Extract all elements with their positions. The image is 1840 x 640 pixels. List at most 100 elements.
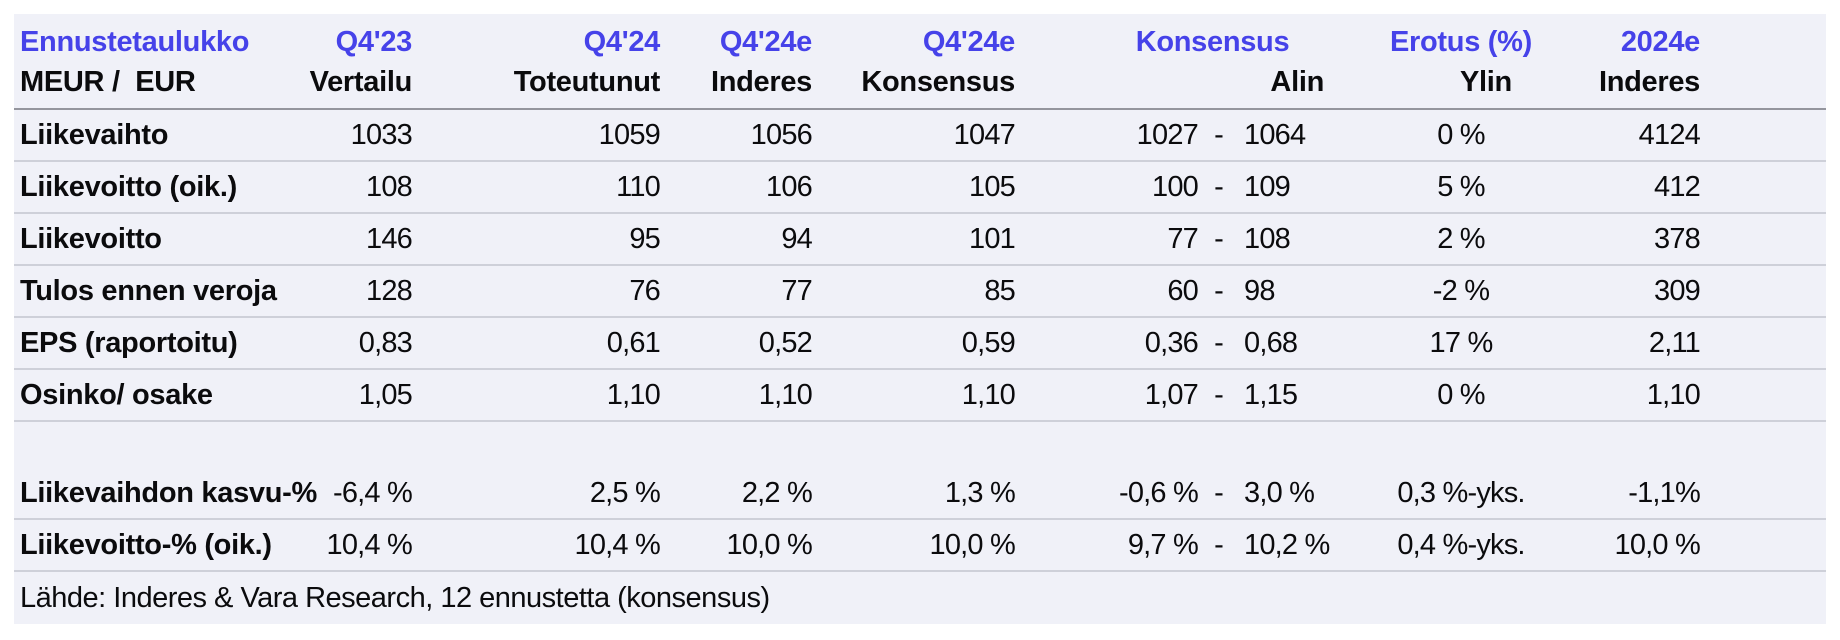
cell-toteutunut: 10,4 %: [574, 528, 661, 561]
cell-alin: 100: [1152, 170, 1199, 203]
cell-toteutunut: 76: [629, 274, 660, 307]
cell-alin: 77: [1167, 222, 1198, 255]
cell-vertailu: 146: [366, 222, 413, 255]
row-label: Liikevoitto-% (oik.): [20, 528, 272, 561]
row-label: Liikevaihto: [20, 118, 169, 151]
cell-vertailu: 0,83: [358, 326, 413, 359]
row-label: Osinko/ osake: [20, 378, 213, 411]
range-dash: -: [1214, 528, 1224, 561]
range-dash: -: [1214, 476, 1224, 509]
subheader-konsensus: Konsensus: [861, 65, 1015, 98]
cell-erotus: 0 %: [1437, 118, 1485, 151]
range-dash: -: [1214, 118, 1224, 151]
cell-konsensus: 10,0 %: [929, 528, 1016, 561]
row-label: EPS (raportoitu): [20, 326, 238, 359]
header-2024e: 2024e: [1620, 25, 1700, 58]
table-row-osinko: Osinko/ osake 1,05 1,10 1,10 1,10 1,07 -…: [14, 370, 1826, 422]
empty-spacer-row: [14, 422, 1826, 468]
cell-ylin: 98: [1244, 274, 1275, 307]
cell-inderes: 1056: [750, 118, 813, 151]
cell-alin: 9,7 %: [1127, 528, 1199, 561]
cell-ylin: 10,2 %: [1244, 528, 1330, 561]
cell-inderes: 94: [781, 222, 812, 255]
cell-2024e: 10,0 %: [1614, 528, 1701, 561]
cell-vertailu: 128: [366, 274, 413, 307]
range-dash: -: [1214, 222, 1224, 255]
subheader-inderes: Inderes: [710, 65, 812, 98]
cell-erotus: 0,4 %-yks.: [1397, 528, 1525, 561]
cell-alin: 1,07: [1144, 378, 1199, 411]
row-label: Liikevaihdon kasvu-%: [20, 476, 317, 509]
header-erotus: Erotus (%): [1389, 25, 1532, 58]
cell-toteutunut: 95: [629, 222, 660, 255]
cell-alin: 0,36: [1144, 326, 1199, 359]
cell-erotus: 5 %: [1437, 170, 1485, 203]
header-q423: Q4'23: [335, 25, 413, 58]
cell-inderes: 77: [781, 274, 812, 307]
cell-erotus: 2 %: [1437, 222, 1485, 255]
header-q424e-konsensus: Q4'24e: [922, 25, 1015, 58]
cell-2024e: 1,10: [1646, 378, 1701, 411]
range-dash: -: [1214, 170, 1224, 203]
cell-toteutunut: 0,61: [606, 326, 661, 359]
table-title: Ennustetaulukko: [20, 25, 250, 58]
cell-2024e: 2,11: [1648, 326, 1701, 359]
cell-ylin: 109: [1244, 170, 1291, 203]
cell-vertailu: 10,4 %: [326, 528, 413, 561]
header-q424e-inderes: Q4'24e: [719, 25, 812, 58]
forecast-table: Ennustetaulukko Q4'23 Q4'24 Q4'24e Q4'24…: [14, 14, 1826, 624]
cell-ylin: 0,68: [1244, 326, 1298, 359]
subheader-2024-inderes: Inderes: [1598, 65, 1700, 98]
cell-2024e: -1,1%: [1628, 476, 1701, 509]
cell-toteutunut: 1059: [598, 118, 661, 151]
subheader-vertailu: Vertailu: [309, 65, 413, 98]
cell-konsensus: 1,3 %: [944, 476, 1016, 509]
subheader-alin: Alin: [1270, 65, 1324, 98]
table-row-liikevaihdon-kasvu: Liikevaihdon kasvu-% -6,4 % 2,5 % 2,2 % …: [14, 468, 1826, 520]
range-dash: -: [1214, 378, 1224, 411]
cell-inderes: 2,2 %: [741, 476, 813, 509]
table-row-liikevoitto-pct: Liikevoitto-% (oik.) 10,4 % 10,4 % 10,0 …: [14, 520, 1826, 572]
cell-inderes: 106: [766, 170, 813, 203]
cell-erotus: 0 %: [1437, 378, 1485, 411]
cell-konsensus: 1047: [953, 118, 1016, 151]
header-konsensus-group: Konsensus: [1135, 25, 1290, 58]
table-header: Ennustetaulukko Q4'23 Q4'24 Q4'24e Q4'24…: [14, 14, 1826, 110]
cell-alin: 60: [1167, 274, 1198, 307]
cell-vertailu: -6,4 %: [332, 476, 413, 509]
cell-ylin: 3,0 %: [1244, 476, 1315, 509]
cell-vertailu: 1033: [350, 118, 413, 151]
row-label: Liikevoitto: [20, 222, 162, 255]
cell-erotus: 17 %: [1429, 326, 1494, 359]
header-row-periods: Ennustetaulukko Q4'23 Q4'24 Q4'24e Q4'24…: [14, 22, 1826, 62]
source-text: Lähde: Inderes & Vara Research, 12 ennus…: [20, 581, 770, 614]
header-row-subtitles: MEUR / EUR Vertailu Toteutunut Inderes K…: [14, 62, 1826, 102]
cell-toteutunut: 2,5 %: [589, 476, 661, 509]
cell-ylin: 1064: [1244, 118, 1306, 151]
cell-alin: 1027: [1136, 118, 1199, 151]
cell-vertailu: 108: [366, 170, 413, 203]
row-label: Liikevoitto (oik.): [20, 170, 237, 203]
table-row-liikevaihto: Liikevaihto 1033 1059 1056 1047 1027 - 1…: [14, 110, 1826, 162]
unit-label: MEUR / EUR: [20, 65, 196, 98]
table-row-liikevoitto: Liikevoitto 146 95 94 101 77 - 108 2 % 3…: [14, 214, 1826, 266]
cell-konsensus: 0,59: [961, 326, 1016, 359]
cell-2024e: 378: [1654, 222, 1701, 255]
subheader-toteutunut: Toteutunut: [513, 65, 661, 98]
table-row-eps: EPS (raportoitu) 0,83 0,61 0,52 0,59 0,3…: [14, 318, 1826, 370]
cell-inderes: 0,52: [758, 326, 813, 359]
cell-erotus: -2 %: [1432, 274, 1490, 307]
table-row-tulos-ennen-veroja: Tulos ennen veroja 128 76 77 85 60 - 98 …: [14, 266, 1826, 318]
source-row: Lähde: Inderes & Vara Research, 12 ennus…: [14, 572, 1826, 624]
subheader-ylin: Ylin: [1460, 65, 1512, 98]
range-dash: -: [1214, 326, 1224, 359]
cell-ylin: 108: [1244, 222, 1291, 255]
cell-konsensus: 1,10: [961, 378, 1016, 411]
cell-vertailu: 1,05: [358, 378, 413, 411]
cell-erotus: 0,3 %-yks.: [1397, 476, 1525, 509]
cell-toteutunut: 110: [616, 170, 661, 203]
cell-2024e: 412: [1654, 170, 1701, 203]
cell-inderes: 1,10: [758, 378, 813, 411]
table-row-liikevoitto-oik: Liikevoitto (oik.) 108 110 106 105 100 -…: [14, 162, 1826, 214]
cell-konsensus: 105: [969, 170, 1016, 203]
